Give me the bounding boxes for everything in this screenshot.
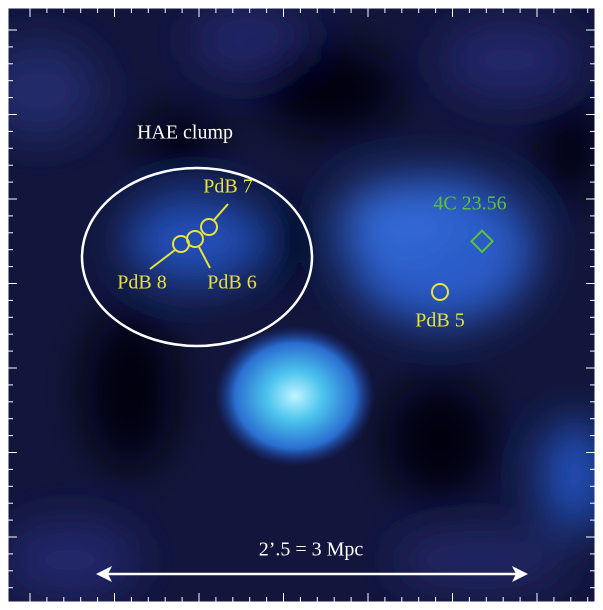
pdb8-label: PdB 8 bbox=[117, 272, 166, 294]
pdb7-label: PdB 7 bbox=[203, 176, 252, 198]
pdb5-label: PdB 5 bbox=[415, 310, 464, 332]
image: HAE clump PdB 7 PdB 8 PdB 6 PdB 5 4C 23.… bbox=[0, 0, 603, 610]
page: HAE clump PdB 7 PdB 8 PdB 6 PdB 5 4C 23.… bbox=[0, 0, 603, 610]
pdb6-label: PdB 6 bbox=[207, 272, 256, 294]
clump-label: HAE clump bbox=[137, 122, 233, 144]
sky-map bbox=[0, 5, 603, 602]
radio-label: 4C 23.56 bbox=[433, 193, 506, 215]
scale-label: 2’.5 = 3 Mpc bbox=[259, 539, 364, 561]
